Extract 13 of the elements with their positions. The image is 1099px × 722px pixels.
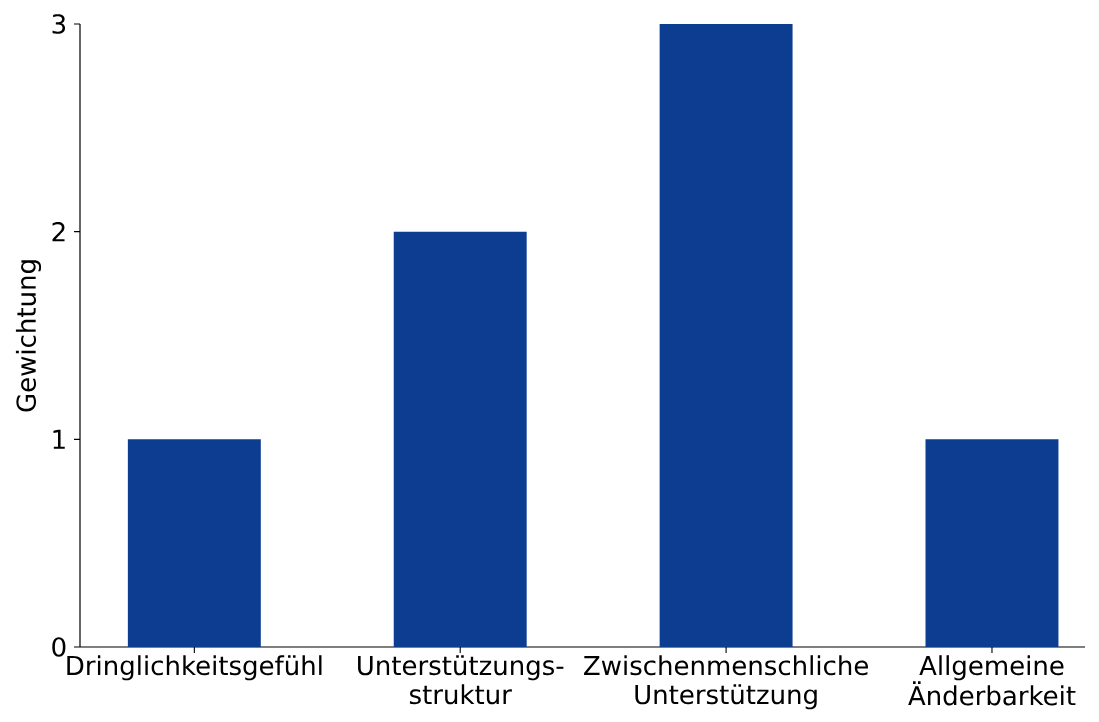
y-tick-label: 1 bbox=[53, 429, 65, 449]
x-tick-label: Allgemeine Änderbarkeit bbox=[908, 655, 1076, 706]
bar bbox=[659, 24, 793, 647]
x-tick-label: Dringlichkeitsgefühl bbox=[67, 655, 322, 681]
y-tick-label: 0 bbox=[52, 637, 66, 657]
bar bbox=[393, 231, 527, 647]
y-tick-label: 2 bbox=[52, 222, 65, 242]
bar bbox=[127, 439, 261, 647]
bar bbox=[925, 439, 1059, 647]
y-tick-label: 3 bbox=[52, 14, 66, 34]
x-tick-label: Unterstützungs- struktur bbox=[358, 655, 564, 705]
x-tick-label: Zwischenmenschliche Unterstützung bbox=[584, 655, 868, 710]
y-axis-title: Gewichtung bbox=[15, 260, 42, 412]
